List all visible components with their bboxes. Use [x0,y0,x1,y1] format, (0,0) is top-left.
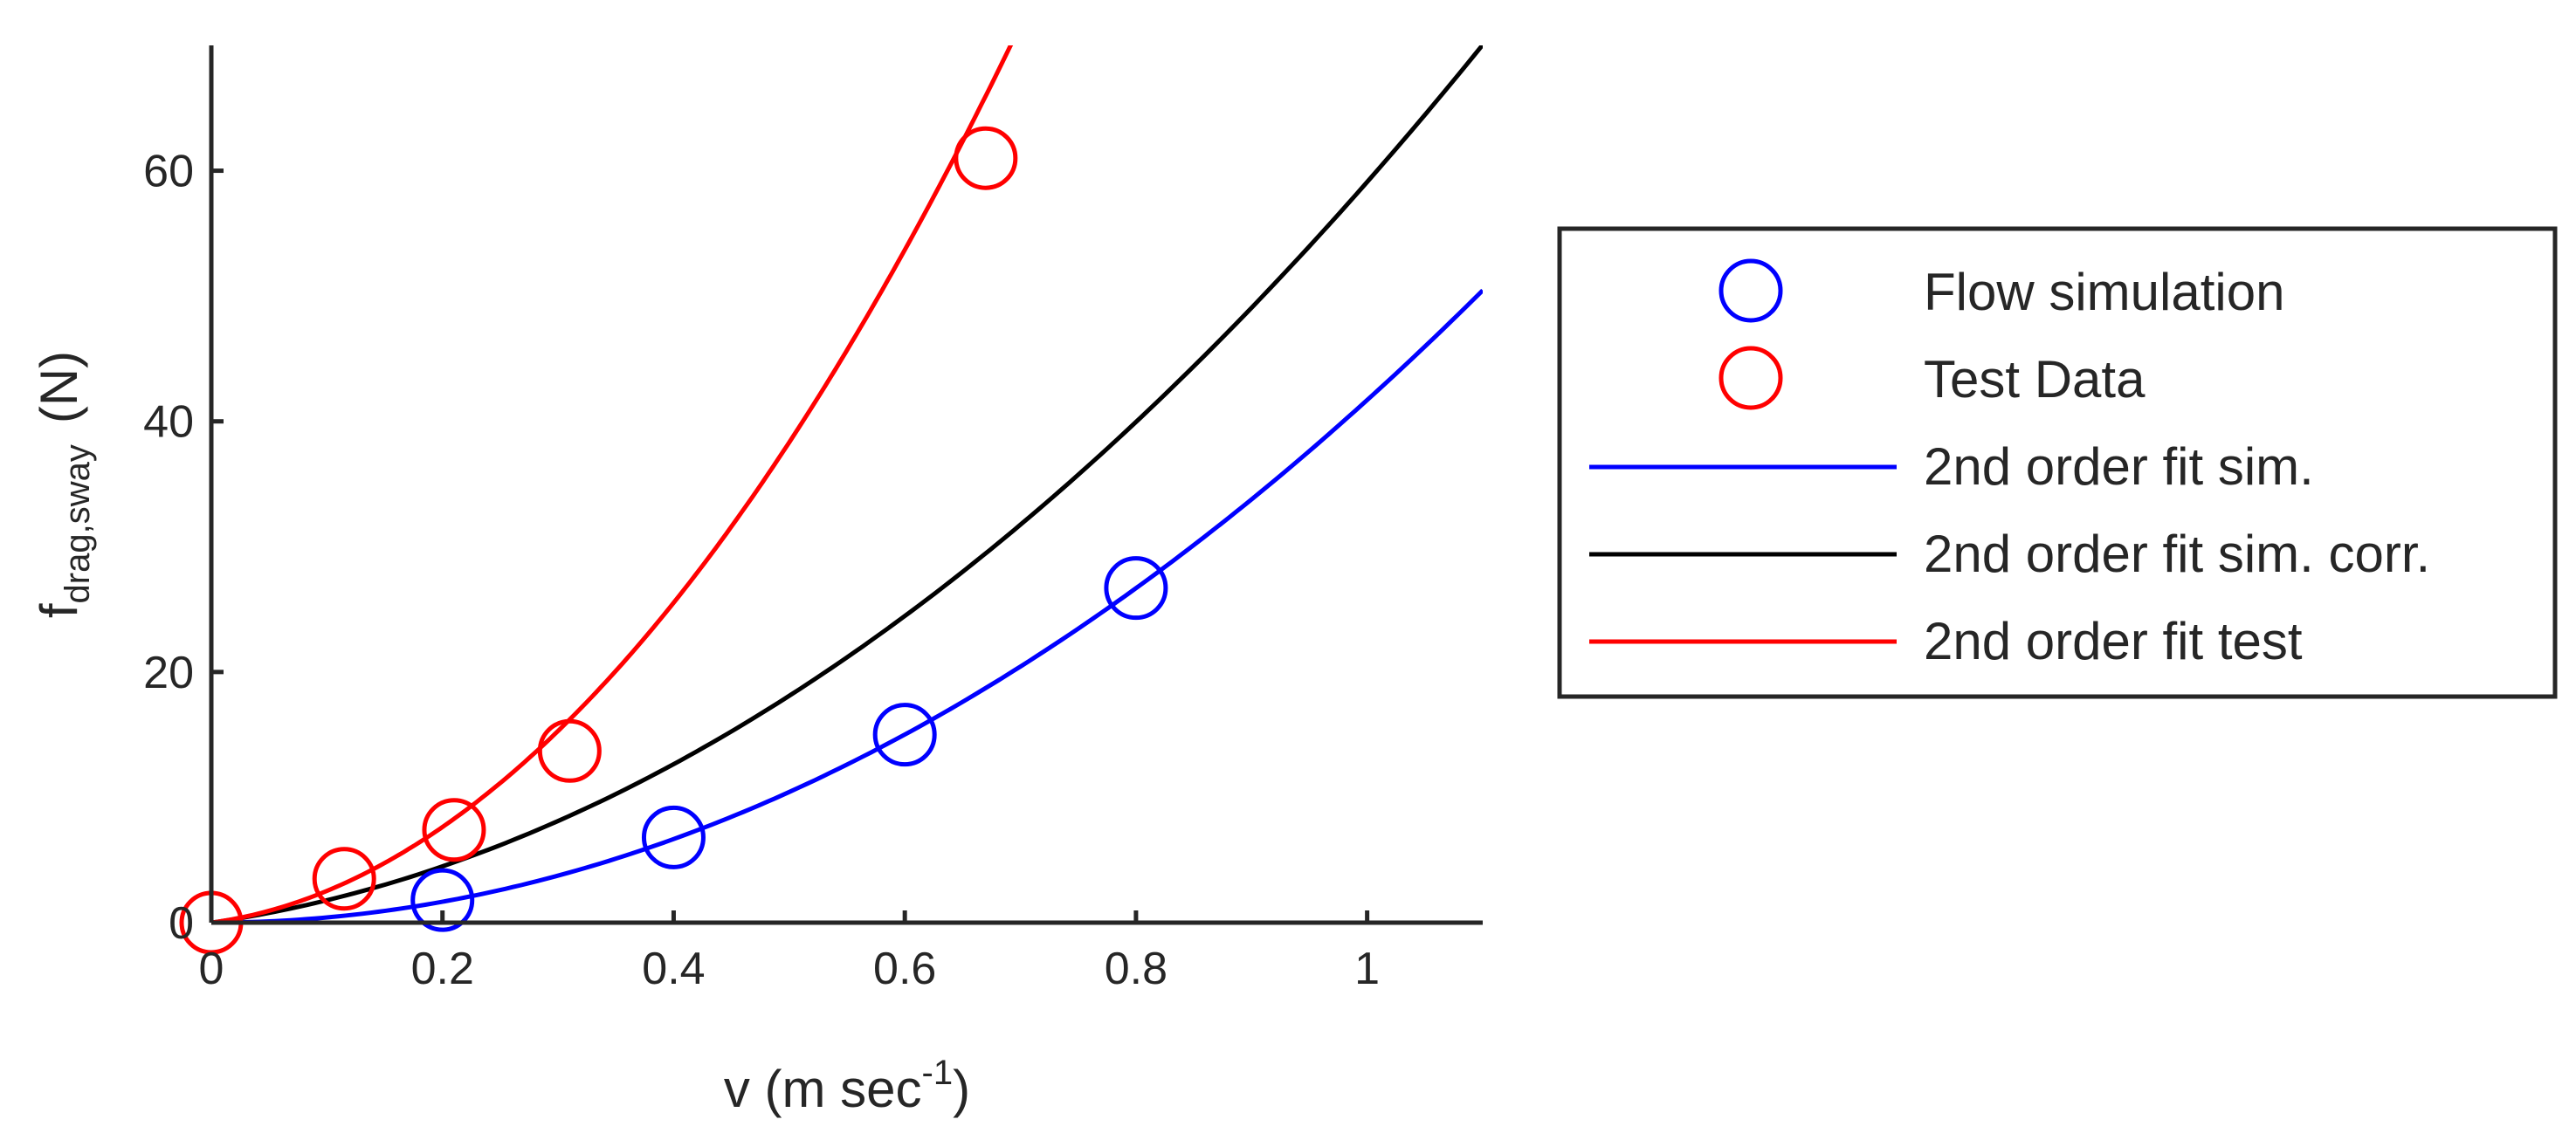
y-axis-label-end: (N) [30,351,88,423]
data-point [422,798,486,862]
legend-label: Flow simulation [1924,263,2284,321]
data-point [1104,556,1168,621]
x-tick-label: 0.6 [873,944,936,994]
x-tick-label: 0.4 [642,944,705,994]
x-axis-label: v (m sec-1) [724,1054,970,1118]
x-tick-label: 0.2 [411,944,474,994]
axes [209,45,1483,925]
data-point [537,718,602,783]
y-tick-label: 60 [143,147,194,197]
x-axis-label-superscript: -1 [922,1054,954,1092]
plot-area [179,45,1483,955]
data-point [872,703,937,767]
y-tick-label: 0 [169,898,194,949]
data-point [312,847,376,911]
y-axis-label: fdrag,sway(N) [30,351,97,618]
legend: Flow simulation Test Data 2nd order fit si… [1557,226,2558,699]
y-axis-label-subscript: drag,sway [59,444,97,603]
x-tick-label: 1 [1354,944,1380,994]
data-point [954,126,1018,190]
legend-label: 2nd order fit test [1924,612,2303,670]
legend-label: 2nd order fit sim. corr. [1924,525,2430,583]
legend-label: Test Data [1924,350,2146,409]
series-line [211,45,1483,923]
series-line [211,45,1014,923]
data-point [410,868,475,932]
x-axis-label-end: ) [953,1060,970,1118]
y-tick-label: 40 [143,397,194,448]
legend-marker [1718,258,1783,323]
ticks: 0 0.2 0.4 0.6 0.8 1 0 20 40 60 [143,147,1380,994]
x-tick-label: 0.8 [1105,944,1167,994]
data-point [641,805,706,869]
series-line [211,288,1483,923]
x-tick-label: 0 [199,944,224,994]
y-tick-label: 20 [143,648,194,698]
legend-marker [1718,346,1783,410]
legend-label: 2nd order fit sim. [1924,437,2314,496]
